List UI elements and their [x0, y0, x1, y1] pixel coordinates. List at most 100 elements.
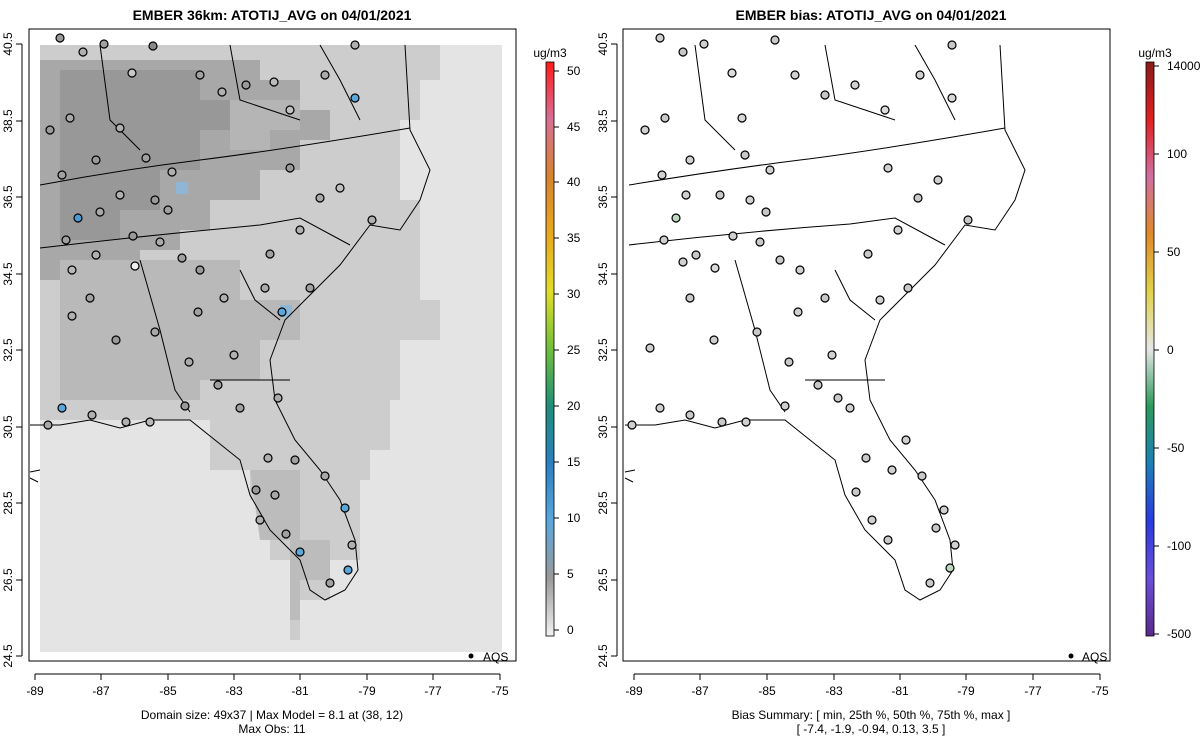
left-aqs-marker-icon [468, 653, 474, 659]
obs-site [277, 307, 287, 317]
obs-site [850, 80, 860, 90]
right-colorbar-scale [1145, 61, 1155, 637]
y-tick-label: 34.5 [1, 262, 15, 286]
obs-site [945, 563, 955, 573]
right-obs-sites [627, 33, 973, 588]
obs-site [195, 70, 205, 80]
colorbar-tick-label: 100 [1167, 147, 1187, 161]
colorbar-tick-label: 0 [1167, 343, 1174, 357]
obs-site [851, 487, 861, 497]
obs-site [925, 578, 935, 588]
colorbar-tick-label: 25 [567, 343, 581, 357]
obs-site [710, 263, 720, 273]
obs-site [820, 90, 830, 100]
obs-site [741, 417, 751, 427]
y-tick-label: 36.5 [1, 185, 15, 209]
colorbar-tick-label: 35 [567, 231, 581, 245]
obs-site [251, 485, 261, 495]
obs-site [887, 465, 897, 475]
obs-site [640, 125, 650, 135]
obs-site [130, 261, 140, 271]
y-tick-label: 40.5 [1, 32, 15, 56]
right-aqs-label: AQS [1082, 650, 1107, 664]
obs-site [728, 231, 738, 241]
obs-site [947, 40, 957, 50]
y-tick-label: 26.5 [596, 568, 610, 592]
obs-site [685, 410, 695, 420]
right-aqs-marker-icon [1068, 653, 1074, 659]
obs-site [91, 155, 101, 165]
obs-site [752, 327, 762, 337]
obs-site [727, 68, 737, 78]
obs-site [241, 80, 251, 90]
colorbar-tick-label: -500 [1167, 627, 1191, 641]
obs-site [61, 235, 71, 245]
x-tick-label: -77 [424, 684, 442, 698]
obs-site [325, 578, 335, 588]
x-tick-label: -89 [26, 684, 44, 698]
obs-site [699, 39, 709, 49]
y-tick-label: 32.5 [1, 338, 15, 362]
left-obs-sites [43, 33, 377, 588]
obs-site [163, 205, 173, 215]
obs-site [775, 255, 785, 265]
obs-site [45, 125, 55, 135]
obs-site [678, 257, 688, 267]
obs-site [150, 327, 160, 337]
y-tick-label: 36.5 [596, 185, 610, 209]
right-plot-frame [622, 28, 1111, 662]
y-tick-label: 40.5 [596, 32, 610, 56]
x-tick-label: -79 [957, 684, 975, 698]
y-tick-label: 34.5 [596, 262, 610, 286]
colorbar-tick-label: 5 [567, 567, 574, 581]
obs-site [57, 170, 67, 180]
obs-site [755, 237, 765, 247]
obs-site [115, 123, 125, 133]
obs-site [765, 165, 775, 175]
obs-site [315, 193, 325, 203]
obs-site [795, 265, 805, 275]
right-panel: EMBER bias: ATOTIJ_AVG on 04/01/2021 [596, 7, 1111, 736]
left-title: EMBER 36km: ATOTIJ_AVG on 04/01/2021 [133, 7, 412, 23]
right-footer-line2: [ -7.4, -1.9, -0.94, 0.13, 3.5 ] [797, 722, 946, 736]
colorbar-tick-label: 30 [567, 287, 581, 301]
colorbar-tick-label: 20 [567, 399, 581, 413]
obs-site [285, 105, 295, 115]
obs-site [195, 265, 205, 275]
obs-site [145, 417, 155, 427]
obs-site [295, 547, 305, 557]
obs-site [963, 215, 973, 225]
obs-site [335, 183, 345, 193]
x-tick-label: -85 [159, 684, 177, 698]
obs-site [148, 41, 158, 51]
obs-site [184, 357, 194, 367]
colorbar-tick-label: -50 [1167, 441, 1185, 455]
obs-site [281, 529, 291, 539]
obs-site [717, 417, 727, 427]
colorbar-tick-label: 50 [567, 64, 581, 78]
colorbar-tick-label: 10 [567, 511, 581, 525]
obs-site [57, 403, 67, 413]
x-tick-label: -87 [691, 684, 709, 698]
left-footer-line1: Domain size: 49x37 | Max Model = 8.1 at … [141, 708, 403, 722]
x-tick-label: -83 [225, 684, 243, 698]
right-x-axis: -89 -87 -85 -83 -81 -79 -77 -75 [625, 673, 1109, 698]
x-tick-label: -87 [92, 684, 110, 698]
obs-site [833, 393, 843, 403]
obs-site [820, 293, 830, 303]
obs-site [790, 70, 800, 80]
left-plot-frame [28, 28, 517, 662]
obs-site [67, 265, 77, 275]
obs-site [343, 565, 353, 575]
obs-site [845, 403, 855, 413]
obs-site [685, 293, 695, 303]
obs-site [875, 295, 885, 305]
x-tick-label: -75 [1091, 684, 1109, 698]
obs-site [915, 70, 925, 80]
obs-site [827, 350, 837, 360]
colorbar-tick-label: 14000 [1167, 59, 1200, 73]
left-x-axis: -89 -87 -85 -83 -81 -79 -77 -75 [26, 673, 509, 698]
obs-site [867, 515, 877, 525]
x-tick-label: -77 [1024, 684, 1042, 698]
